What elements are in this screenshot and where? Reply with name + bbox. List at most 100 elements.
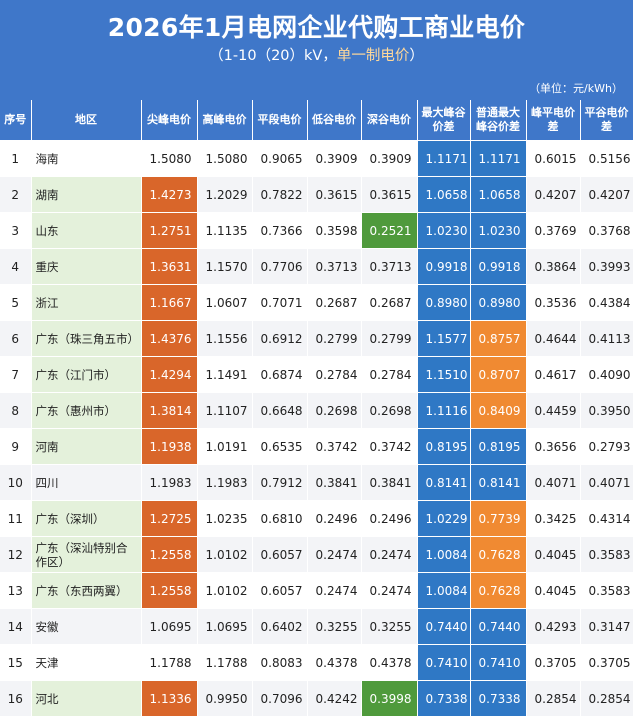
price-cell: 0.2854 <box>580 680 633 717</box>
price-cell: 0.2799 <box>361 320 418 357</box>
price-cell: 0.8195 <box>417 428 471 465</box>
price-cell: 0.3768 <box>580 212 633 249</box>
price-cell: 0.6648 <box>252 392 308 429</box>
price-cell: 1.0084 <box>417 536 471 573</box>
price-cell: 0.4293 <box>526 608 581 645</box>
price-cell: 0.3705 <box>580 644 633 681</box>
price-cell: 1.0658 <box>470 176 527 213</box>
price-cell: 0.8980 <box>417 284 471 321</box>
table-row: 11 广东（深圳） 1.2725 1.0235 0.6810 0.2496 0.2496 1.… <box>0 500 633 537</box>
region-cell: 广东（江门市） <box>31 356 142 393</box>
price-cell: 0.2521 <box>361 212 418 249</box>
column-header: 低谷电价 <box>307 100 362 141</box>
price-cell: 0.2698 <box>361 392 418 429</box>
price-cell: 1.0607 <box>197 284 253 321</box>
price-cell: 0.2799 <box>307 320 362 357</box>
region-cell: 海南 <box>31 140 142 177</box>
row-index-cell: 8 <box>0 392 32 429</box>
row-index-cell: 13 <box>0 572 32 609</box>
price-cell: 0.2474 <box>361 536 418 573</box>
price-cell: 1.1491 <box>197 356 253 393</box>
table-row: 5 浙江 1.1667 1.0607 0.7071 0.2687 0.2687 0.8980 0… <box>0 284 633 321</box>
price-cell: 1.0695 <box>197 608 253 645</box>
unit-label: （单位：元/kWh） <box>529 82 623 95</box>
price-cell: 0.7366 <box>252 212 308 249</box>
price-cell: 1.2751 <box>141 212 198 249</box>
row-index-cell: 2 <box>0 176 32 213</box>
price-cell: 0.4207 <box>526 176 581 213</box>
price-cell: 0.7410 <box>470 644 527 681</box>
price-cell: 0.7071 <box>252 284 308 321</box>
price-cell: 0.3598 <box>307 212 362 249</box>
price-cell: 0.6057 <box>252 536 308 573</box>
subtitle-tariff-type: 单一制电价 <box>336 48 410 64</box>
price-cell: 0.6057 <box>252 572 308 609</box>
price-cell: 0.2496 <box>361 500 418 537</box>
price-cell: 0.7628 <box>470 536 527 573</box>
price-cell: 0.3713 <box>361 248 418 285</box>
price-cell: 1.0229 <box>417 500 471 537</box>
price-cell: 0.3909 <box>307 140 362 177</box>
price-cell: 1.1171 <box>470 140 527 177</box>
price-cell: 0.2698 <box>307 392 362 429</box>
price-cell: 0.3147 <box>580 608 633 645</box>
price-cell: 1.1577 <box>417 320 471 357</box>
table-row: 2 湖南 1.4273 1.2029 0.7822 0.3615 0.3615 1.0658 1… <box>0 176 633 213</box>
price-cell: 1.1788 <box>197 644 253 681</box>
table-body: 1 海南 1.5080 1.5080 0.9065 0.3909 0.3909 1.1171 1… <box>0 140 633 717</box>
price-cell: 0.3993 <box>580 248 633 285</box>
region-cell: 重庆 <box>31 248 142 285</box>
price-cell: 0.4378 <box>307 644 362 681</box>
price-cell: 0.2687 <box>307 284 362 321</box>
price-cell: 0.3950 <box>580 392 633 429</box>
price-cell: 0.3583 <box>580 536 633 573</box>
price-cell: 1.0102 <box>197 572 253 609</box>
price-cell: 0.7338 <box>417 680 471 717</box>
column-header: 普通最大峰谷价差 <box>470 100 527 141</box>
row-index-cell: 11 <box>0 500 32 537</box>
region-cell: 河南 <box>31 428 142 465</box>
table-header-row: 序号 地区 尖峰电价 高峰电价 平段电价 低谷电价 深谷电价 最大峰谷价差 普通最大峰谷价差 峰平… <box>0 100 633 141</box>
price-cell: 0.9918 <box>470 248 527 285</box>
price-cell: 1.1788 <box>141 644 198 681</box>
price-cell: 0.3841 <box>307 464 362 501</box>
price-cell: 0.9065 <box>252 140 308 177</box>
table-row: 12 广东（深汕特别合作区） 1.2558 1.0102 0.6057 0.2474 0.2… <box>0 536 633 573</box>
price-cell: 0.3998 <box>361 680 418 717</box>
price-cell: 0.7338 <box>470 680 527 717</box>
price-cell: 1.1510 <box>417 356 471 393</box>
price-cell: 0.4644 <box>526 320 581 357</box>
price-cell: 0.3909 <box>361 140 418 177</box>
price-cell: 0.3705 <box>526 644 581 681</box>
table-row: 6 广东（珠三角五市） 1.4376 1.1556 0.6912 0.2799 0.2799… <box>0 320 633 357</box>
column-header: 尖峰电价 <box>141 100 198 141</box>
region-cell: 广东（深汕特别合作区） <box>31 536 142 573</box>
price-cell: 0.2474 <box>307 572 362 609</box>
price-cell: 0.2687 <box>361 284 418 321</box>
price-cell: 0.4113 <box>580 320 633 357</box>
price-cell: 1.3814 <box>141 392 198 429</box>
region-cell: 广东（珠三角五市） <box>31 320 142 357</box>
price-cell: 1.1556 <box>197 320 253 357</box>
price-cell: 0.3425 <box>526 500 581 537</box>
price-cell: 0.4071 <box>526 464 581 501</box>
price-cell: 1.4376 <box>141 320 198 357</box>
price-cell: 0.8757 <box>470 320 527 357</box>
row-index-cell: 14 <box>0 608 32 645</box>
subtitle-close: ） <box>409 48 424 64</box>
price-cell: 0.3583 <box>580 572 633 609</box>
price-cell: 0.3769 <box>526 212 581 249</box>
price-cell: 0.7440 <box>417 608 471 645</box>
price-cell: 0.6810 <box>252 500 308 537</box>
price-cell: 1.0084 <box>417 572 471 609</box>
price-cell: 1.0191 <box>197 428 253 465</box>
price-cell: 1.1171 <box>417 140 471 177</box>
price-cell: 0.3255 <box>307 608 362 645</box>
price-cell: 0.4045 <box>526 572 581 609</box>
price-cell: 0.2854 <box>526 680 581 717</box>
table-row: 7 广东（江门市） 1.4294 1.1491 0.6874 0.2784 0.2784 1.… <box>0 356 633 393</box>
price-cell: 0.8083 <box>252 644 308 681</box>
price-cell: 0.7739 <box>470 500 527 537</box>
page-title: 2026年1月电网企业代购工商业电价 <box>107 13 526 42</box>
row-index-cell: 4 <box>0 248 32 285</box>
